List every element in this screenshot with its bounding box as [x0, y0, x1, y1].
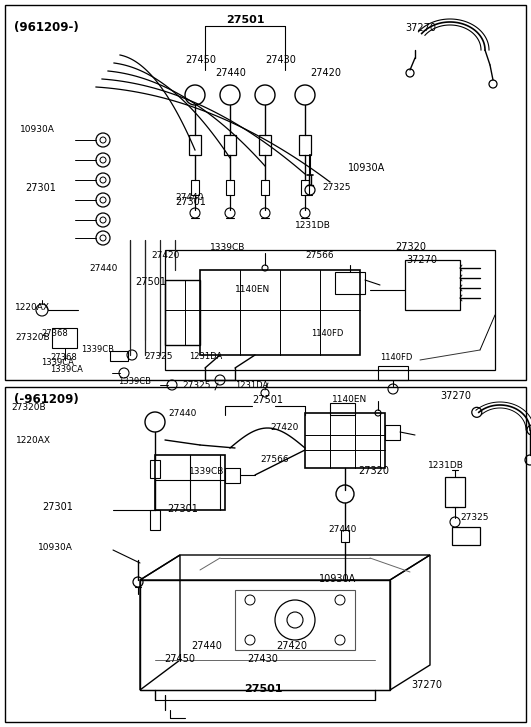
Text: 27320B: 27320B: [12, 403, 46, 411]
Text: 1339CB: 1339CB: [81, 345, 114, 354]
Bar: [299, 135, 311, 155]
Text: 27420: 27420: [270, 424, 298, 433]
Bar: [5, 5, 526, 380]
Text: 37270: 37270: [412, 680, 442, 690]
Bar: [200, 270, 360, 355]
Text: 27325: 27325: [323, 183, 352, 192]
Bar: [189, 135, 201, 155]
Text: 1339CB: 1339CB: [210, 243, 245, 252]
Bar: [155, 455, 225, 510]
Bar: [378, 366, 408, 380]
Text: 1339CB: 1339CB: [118, 377, 151, 387]
Text: 1140EN: 1140EN: [235, 285, 270, 294]
Text: 27501: 27501: [244, 684, 283, 694]
Text: 27440: 27440: [168, 409, 196, 417]
Text: 1339CB: 1339CB: [189, 467, 224, 475]
Text: 27440: 27440: [89, 265, 117, 273]
Bar: [261, 180, 269, 195]
Bar: [330, 403, 355, 415]
Text: 10930A: 10930A: [38, 544, 73, 553]
Text: 27320: 27320: [358, 466, 389, 476]
Text: 27325: 27325: [460, 513, 489, 521]
Text: 27450: 27450: [185, 55, 216, 65]
Text: 37270: 37270: [405, 23, 436, 33]
Bar: [405, 260, 460, 310]
Bar: [226, 180, 234, 195]
Text: 1140EN: 1140EN: [332, 395, 367, 403]
Text: 27325: 27325: [144, 352, 173, 361]
Text: 27420: 27420: [151, 252, 179, 260]
Text: 10930A: 10930A: [348, 163, 386, 173]
Text: 1231DA: 1231DA: [189, 352, 222, 361]
Bar: [452, 527, 480, 545]
Bar: [150, 460, 160, 478]
Text: 27430: 27430: [265, 55, 296, 65]
Text: 27368: 27368: [50, 353, 77, 361]
Text: 1220AX: 1220AX: [16, 436, 51, 445]
Text: 27301: 27301: [175, 197, 206, 207]
Bar: [341, 530, 349, 542]
Bar: [259, 135, 271, 155]
Bar: [301, 180, 309, 195]
Text: 27501: 27501: [226, 15, 264, 25]
Bar: [165, 280, 200, 345]
Text: 27320: 27320: [395, 242, 426, 252]
Bar: [52, 328, 77, 348]
Text: 27440: 27440: [328, 526, 356, 534]
Text: 27368: 27368: [41, 329, 68, 338]
Text: 1140FD: 1140FD: [380, 353, 413, 363]
Text: 27501: 27501: [135, 277, 166, 287]
Bar: [445, 477, 465, 507]
Bar: [385, 425, 400, 440]
Text: (-961209): (-961209): [14, 393, 79, 406]
Text: 27450: 27450: [165, 654, 195, 664]
Text: 27501: 27501: [252, 395, 283, 405]
Text: 1231DA: 1231DA: [235, 380, 268, 390]
Text: 37270: 37270: [440, 391, 471, 401]
Bar: [225, 468, 240, 483]
Text: 27440: 27440: [175, 193, 203, 202]
Bar: [235, 590, 355, 650]
Bar: [224, 135, 236, 155]
Text: 37270: 37270: [406, 255, 437, 265]
Text: 27566: 27566: [260, 455, 289, 464]
Bar: [305, 413, 385, 468]
Text: (961209-): (961209-): [14, 22, 79, 34]
Text: 27301: 27301: [167, 504, 198, 514]
Text: 1339CA: 1339CA: [41, 358, 74, 366]
Text: 10930A: 10930A: [20, 125, 55, 134]
Text: 27420: 27420: [310, 68, 341, 78]
Bar: [335, 272, 365, 294]
Text: 27301: 27301: [25, 182, 56, 193]
Text: 1220AX: 1220AX: [15, 303, 50, 313]
Text: 27430: 27430: [247, 654, 278, 664]
Text: 10930A: 10930A: [319, 574, 356, 584]
Text: 1140FD: 1140FD: [311, 329, 343, 338]
Text: 1231DB: 1231DB: [428, 462, 464, 470]
Bar: [150, 510, 160, 530]
Text: 27320B: 27320B: [15, 334, 49, 342]
Bar: [165, 250, 495, 370]
Bar: [5, 387, 526, 722]
Bar: [110, 351, 128, 361]
Bar: [191, 180, 199, 195]
Text: 1231DB: 1231DB: [295, 221, 331, 230]
Text: 27566: 27566: [305, 251, 333, 260]
Text: 27440: 27440: [215, 68, 246, 78]
Text: 27440: 27440: [191, 640, 222, 651]
Text: 27325: 27325: [182, 380, 210, 390]
Text: 27420: 27420: [276, 640, 307, 651]
Text: 1339CA: 1339CA: [50, 366, 83, 374]
Text: 27301: 27301: [42, 502, 73, 512]
